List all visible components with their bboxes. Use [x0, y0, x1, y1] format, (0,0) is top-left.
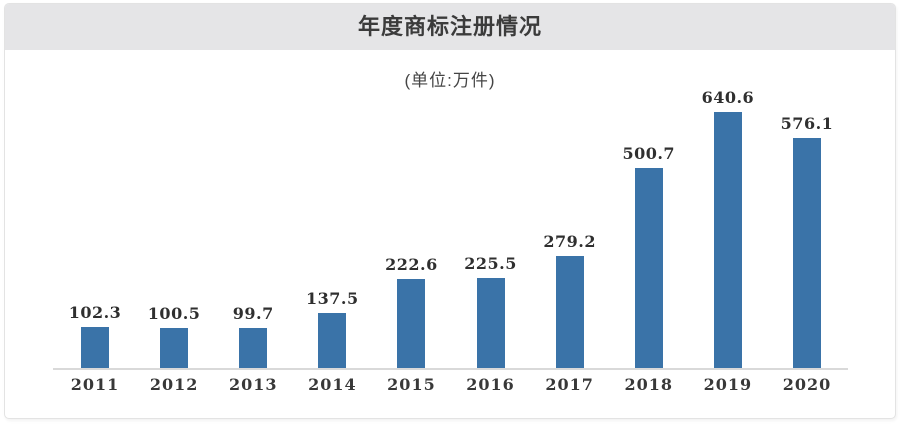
bar-column: 500.7 — [609, 146, 689, 368]
bar-column: 102.3 — [55, 305, 135, 368]
bar-column: 279.2 — [530, 234, 610, 368]
x-axis-label: 2016 — [466, 375, 515, 394]
bar — [81, 327, 109, 368]
bar-value-label: 222.6 — [385, 255, 438, 274]
bar-value-label: 102.3 — [68, 303, 122, 322]
x-axis-label: 2020 — [782, 375, 832, 394]
bar-value-label: 137.5 — [306, 289, 359, 308]
x-axis: 2011 2012 2013 2014 2015 2016 2017 2018 2019 2020 — [5, 375, 895, 397]
bar — [634, 168, 663, 368]
bar-value-label: 640.6 — [701, 88, 755, 107]
bar-value-label: 500.7 — [622, 144, 676, 163]
bar-value-label: 100.5 — [147, 304, 201, 323]
bar — [397, 279, 426, 368]
chart-header-band: 年度商标注册情况 — [5, 4, 895, 50]
bar-column: 225.5 — [451, 256, 531, 368]
bar — [555, 256, 584, 368]
plot-area: 102.3 100.5 99.7 137.5 222.6 225.5 279.2 500.7 6… — [5, 4, 895, 368]
x-axis-label: 2018 — [624, 375, 674, 394]
bar-column: 137.5 — [292, 291, 372, 368]
bar-column: 576.1 — [767, 116, 847, 368]
x-axis-line — [53, 368, 848, 370]
bar-column: 100.5 — [134, 306, 214, 368]
x-axis-label: 2015 — [387, 375, 436, 394]
chart-title: 年度商标注册情况 — [357, 14, 542, 39]
chart-card: 年度商标注册情况 (单位:万件) 102.3 100.5 99.7 137.5 222.… — [4, 3, 896, 419]
bar-value-label: 576.1 — [780, 114, 834, 133]
bar — [792, 138, 821, 368]
bar — [318, 313, 347, 368]
bar-column: 99.7 — [213, 306, 293, 368]
x-axis-label: 2011 — [70, 375, 120, 394]
unit-label: (单位:万件) — [404, 71, 496, 90]
x-axis-label: 2012 — [149, 375, 199, 394]
bar — [713, 112, 742, 368]
bar-value-label: 99.7 — [232, 304, 274, 323]
bar-value-label: 225.5 — [464, 254, 517, 273]
x-axis-label: 2014 — [308, 375, 357, 394]
bar — [476, 278, 505, 368]
bar — [239, 328, 268, 368]
x-axis-label: 2017 — [545, 375, 594, 394]
bar-value-label: 279.2 — [543, 232, 596, 251]
bar — [160, 328, 189, 368]
x-axis-label: 2013 — [228, 375, 278, 394]
bar-column: 640.6 — [688, 90, 768, 368]
x-axis-label: 2019 — [703, 375, 753, 394]
bar-column: 222.6 — [371, 257, 451, 368]
